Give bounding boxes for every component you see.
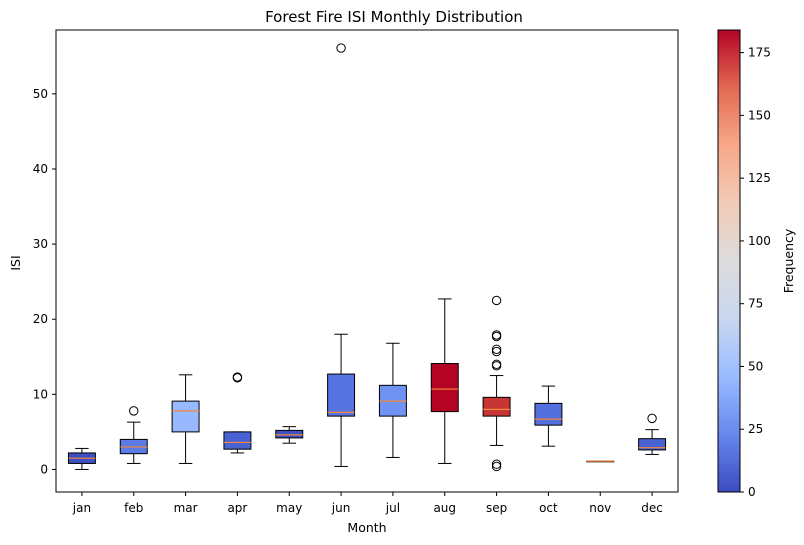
y-tick-label: 50 (33, 87, 48, 101)
y-tick-label: 10 (33, 387, 48, 401)
x-tick-label: dec (641, 501, 663, 515)
colorbar: 0 25 50 75 100 125 150 175 (717, 29, 771, 499)
y-tick-label: 40 (33, 162, 48, 176)
colorbar-tick-label: 125 (748, 171, 771, 185)
plot-frame (55, 29, 679, 493)
outlier-dec-0 (647, 413, 657, 424)
box-body-apr (223, 431, 252, 450)
x-tick-label: mar (174, 501, 198, 515)
outlier-sep-1 (491, 459, 502, 469)
box-body-dec (638, 438, 667, 451)
x-tick-label: may (276, 501, 302, 515)
x-tick-label: jun (331, 501, 351, 515)
y-tick-label: 30 (33, 237, 48, 251)
outlier-feb-0 (129, 406, 139, 416)
x-tick-label: jul (385, 501, 400, 515)
box-dec (638, 413, 667, 455)
y-tick-label: 0 (40, 462, 48, 476)
colorbar-tick-label: 0 (748, 485, 756, 499)
plot-area: 0 10 20 30 40 50 jan feb mar apr may jun jul aug sep oc… (33, 29, 679, 515)
box-apr (223, 372, 252, 454)
box-mar (171, 374, 200, 464)
outlier-sep-4 (491, 346, 502, 357)
box-body-jun (327, 373, 356, 417)
box-feb (119, 406, 148, 464)
x-tick-label: apr (227, 501, 247, 515)
y-tick-label: 20 (33, 312, 48, 326)
box-jul (378, 342, 407, 458)
colorbar-gradient (717, 29, 741, 493)
outlier-sep-3 (491, 359, 502, 369)
outlier-apr-1 (232, 372, 243, 382)
colorbar-tick-label: 75 (748, 297, 763, 311)
box-sep (482, 295, 511, 472)
outlier-sep-0 (491, 461, 502, 472)
colorbar-tick-label: 150 (748, 108, 771, 122)
box-oct (534, 385, 563, 447)
outlier-sep-8 (491, 295, 502, 306)
outlier-apr-0 (232, 373, 243, 383)
box-jan (67, 447, 96, 470)
colorbar-tick-label: 100 (748, 234, 771, 248)
colorbar-tick-label: 50 (748, 359, 763, 373)
outlier-jun-0 (336, 43, 346, 53)
box-body-sep (482, 396, 511, 417)
box-body-oct (534, 402, 563, 426)
box-aug (430, 298, 459, 464)
x-tick-label: sep (486, 501, 507, 515)
x-tick-label: aug (433, 501, 456, 515)
box-jun (327, 43, 356, 467)
box-may (275, 426, 304, 444)
box-body-mar (171, 400, 200, 433)
x-tick-label: feb (124, 501, 143, 515)
x-tick-label: nov (589, 501, 611, 515)
y-axis-label: ISI (8, 255, 23, 270)
colorbar-label: Frequency (781, 228, 796, 293)
x-axis-label: Month (347, 520, 386, 535)
x-tick-label: jan (72, 501, 91, 515)
outlier-sep-7 (491, 330, 502, 340)
box-nov (586, 460, 615, 463)
box-body-aug (430, 363, 459, 413)
colorbar-tick-label: 175 (748, 46, 771, 60)
chart-title: Forest Fire ISI Monthly Distribution (265, 8, 523, 26)
x-tick-label: oct (539, 501, 558, 515)
box-body-may (275, 429, 304, 439)
colorbar-tick-label: 25 (748, 422, 763, 436)
outlier-sep-5 (491, 344, 502, 354)
